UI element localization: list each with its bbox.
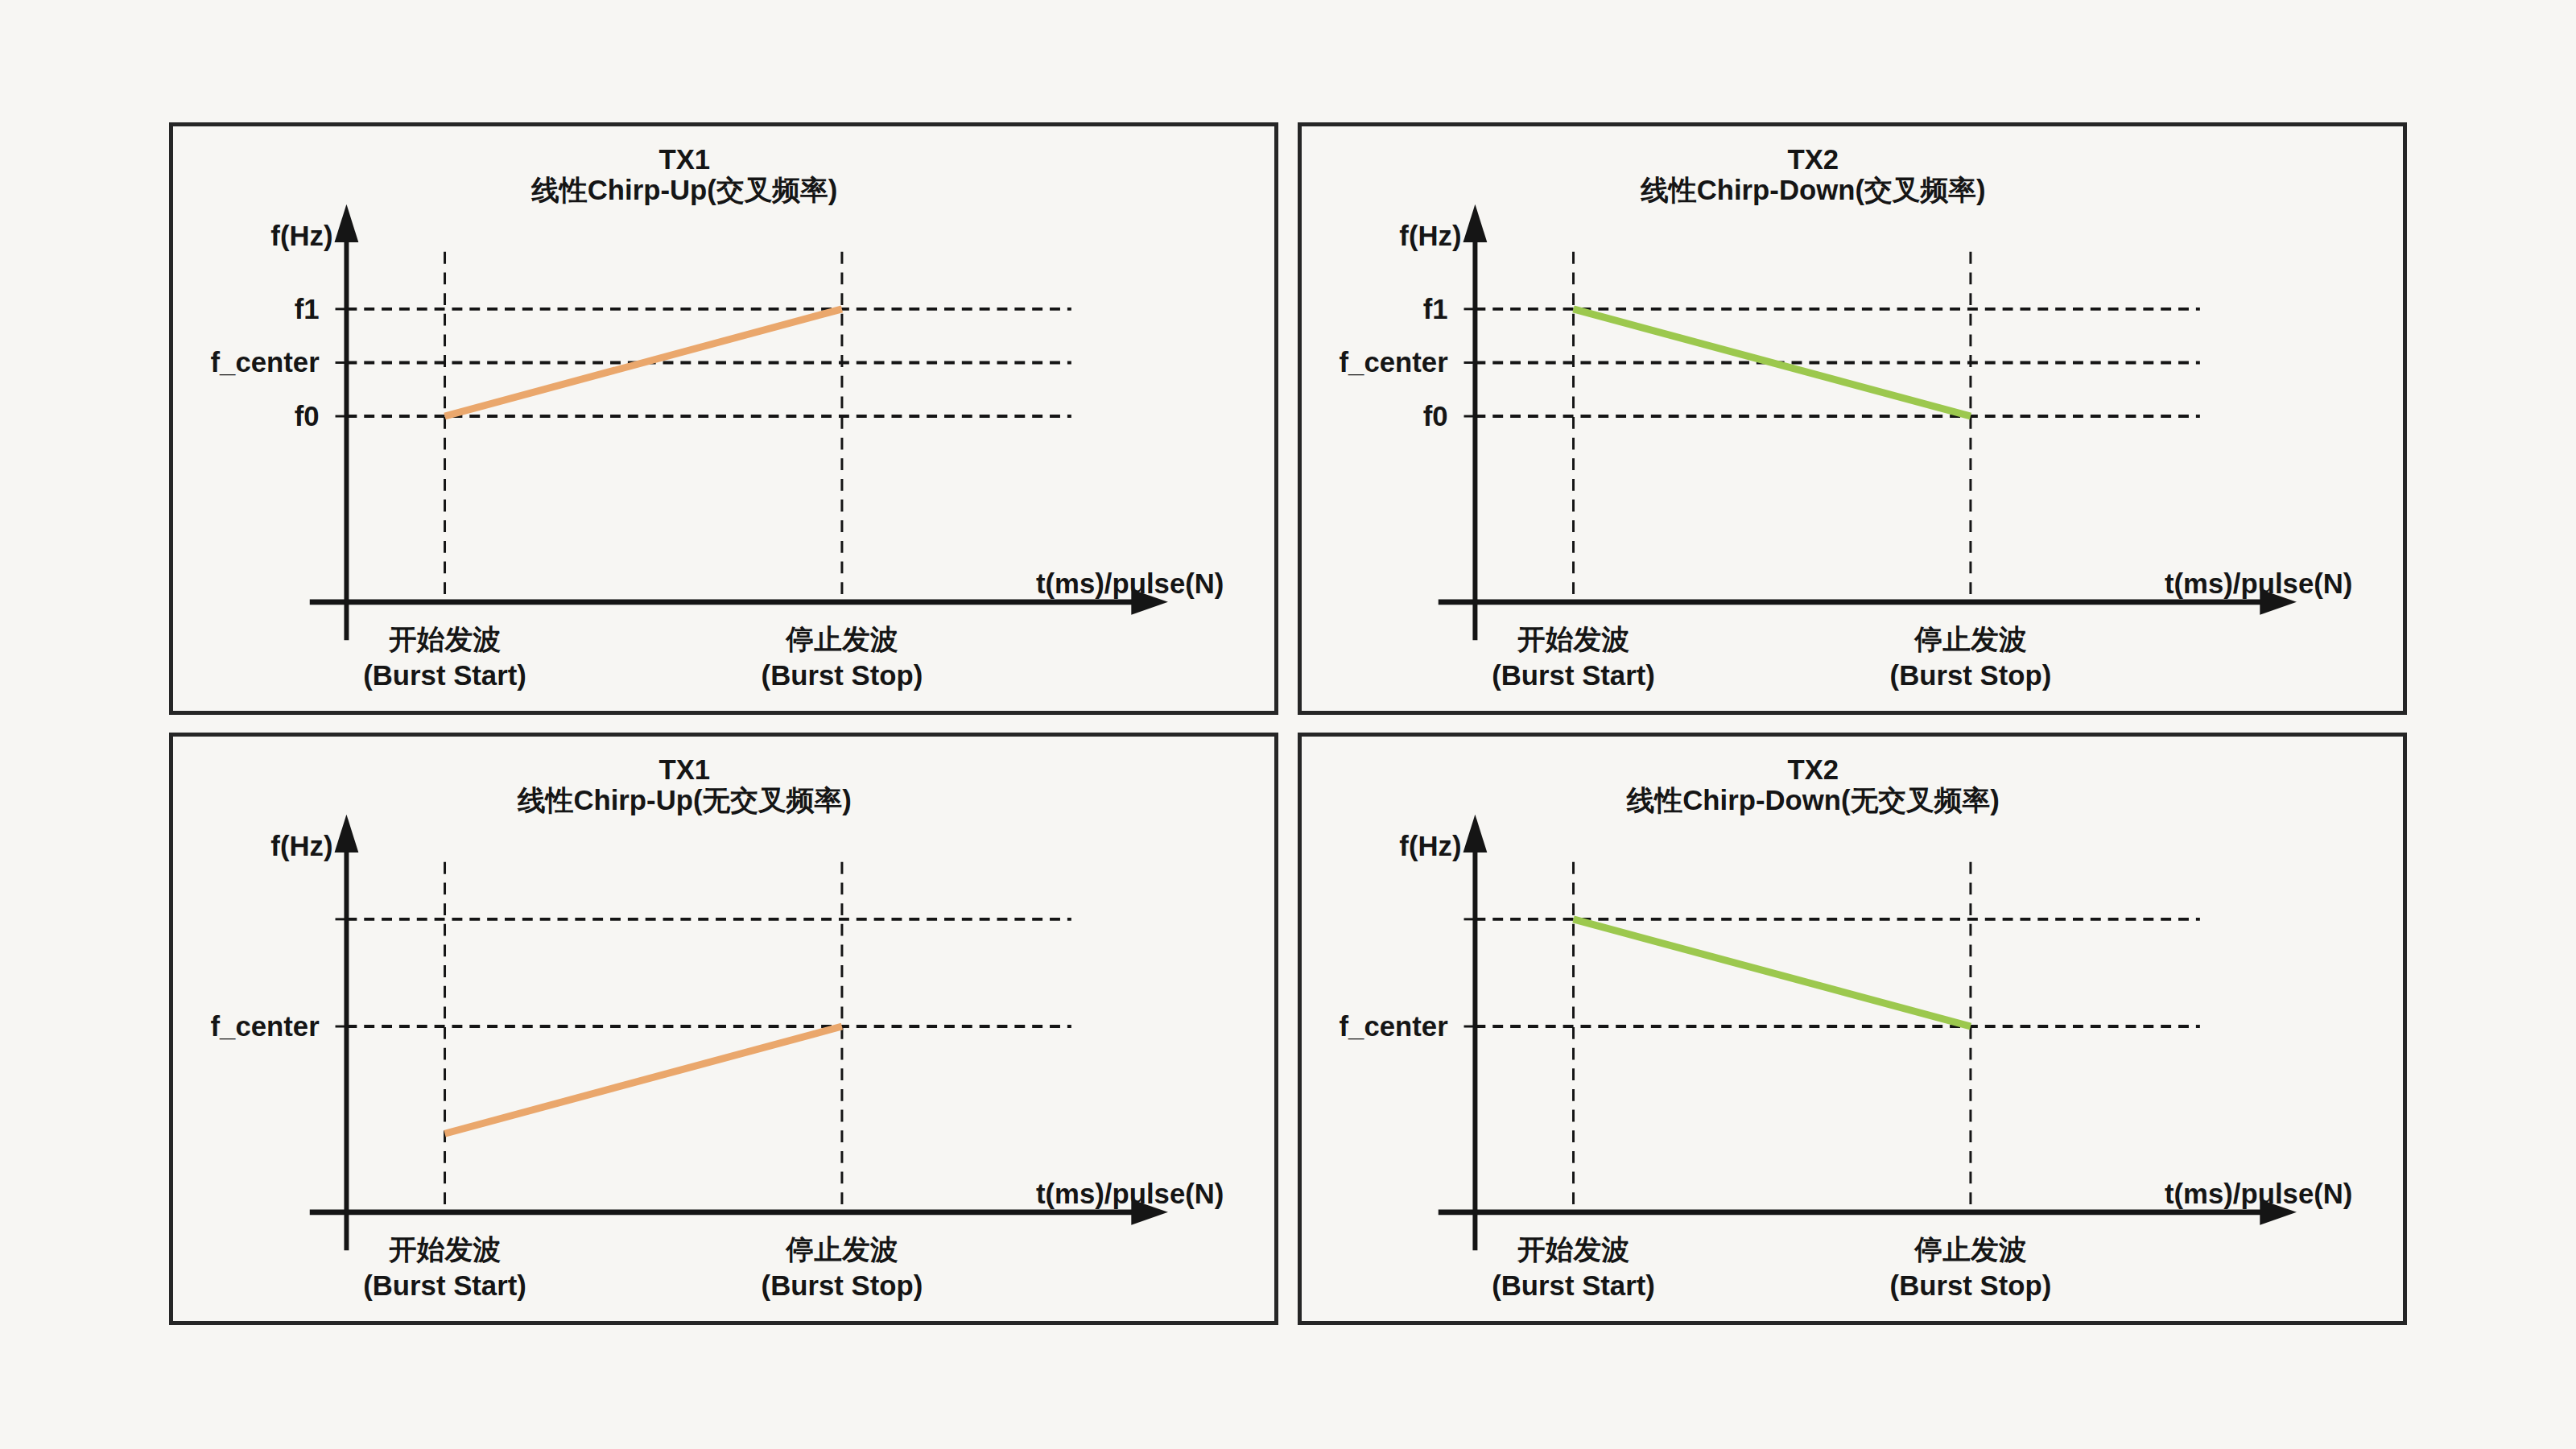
chirp-plot: TX2 线性Chirp-Down(无交叉频率) f(Hz) t(ms)/puls… [1302,737,2403,1321]
panel-title: TX2 [1787,144,1839,175]
burst-stop-label-en: (Burst Stop) [762,661,923,691]
y-axis-arrowhead [1463,204,1488,242]
panel-title: TX1 [658,754,710,785]
y-tick-label-f1: f1 [295,294,320,324]
y-tick-label-f1: f1 [1423,294,1448,324]
chirp-plot: TX1 线性Chirp-Up(无交叉频率) f(Hz) t(ms)/pulse(… [173,737,1274,1321]
burst-start-label-cn: 开始发波 [1517,624,1629,654]
y-axis-arrowhead [335,204,359,242]
burst-start-label-cn: 开始发波 [1517,1234,1629,1265]
burst-start-label-cn: 开始发波 [388,624,501,654]
y-axis-label: f(Hz) [270,831,332,861]
chirp-plot: TX2 线性Chirp-Down(交叉频率) f(Hz) t(ms)/pulse… [1302,126,2403,711]
figure-canvas: TX1 线性Chirp-Up(交叉频率) f(Hz) t(ms)/pulse(N… [0,0,2576,1449]
panel-subtitle: 线性Chirp-Down(无交叉频率) [1626,785,2000,815]
gridlines [336,252,1071,602]
burst-stop-label-en: (Burst Stop) [1890,1271,2052,1302]
panel-tx1-chirp-up-noncrossed: TX1 线性Chirp-Up(无交叉频率) f(Hz) t(ms)/pulse(… [169,733,1278,1325]
y-tick-label-fcenter: f_center [1340,347,1448,378]
chirp-line [445,309,842,416]
y-tick-label-fcenter: f_center [211,347,320,378]
burst-stop-label-cn: 停止发波 [1913,1234,2026,1265]
panel-subtitle: 线性Chirp-Up(无交叉频率) [517,785,852,815]
chirp-line [1574,919,1971,1026]
panel-title: TX2 [1787,754,1839,785]
y-tick-label-fcenter: f_center [1340,1011,1448,1042]
y-axis-arrowhead [1463,815,1488,852]
burst-stop-label-cn: 停止发波 [784,1234,898,1265]
panel-subtitle: 线性Chirp-Down(交叉频率) [1640,175,1985,205]
y-axis-label: f(Hz) [1399,831,1461,861]
burst-stop-label-en: (Burst Stop) [1890,661,2052,691]
chirp-plot: TX1 线性Chirp-Up(交叉频率) f(Hz) t(ms)/pulse(N… [173,126,1274,711]
y-tick-label-f0: f0 [295,401,320,431]
burst-stop-label-en: (Burst Stop) [762,1271,923,1302]
panel-tx2-chirp-down-crossed: TX2 线性Chirp-Down(交叉频率) f(Hz) t(ms)/pulse… [1298,122,2407,715]
panel-title: TX1 [658,144,710,175]
burst-start-label-en: (Burst Start) [1492,1271,1655,1302]
x-axis-label: t(ms)/pulse(N) [2165,1179,2353,1209]
y-axis-label: f(Hz) [1399,221,1461,251]
y-axis-label: f(Hz) [270,221,332,251]
gridlines [1464,252,2200,602]
gridlines [336,862,1071,1212]
y-tick-label-fcenter: f_center [211,1011,320,1042]
y-tick-label-f0: f0 [1423,401,1448,431]
chirp-line [1574,309,1971,416]
panel-tx2-chirp-down-noncrossed: TX2 线性Chirp-Down(无交叉频率) f(Hz) t(ms)/puls… [1298,733,2407,1325]
x-axis-label: t(ms)/pulse(N) [1036,1179,1224,1209]
y-axis-arrowhead [335,815,359,852]
x-axis-label: t(ms)/pulse(N) [1036,568,1224,599]
x-axis-label: t(ms)/pulse(N) [2165,568,2353,599]
burst-start-label-en: (Burst Start) [1492,661,1655,691]
gridlines [1464,862,2200,1212]
panel-subtitle: 线性Chirp-Up(交叉频率) [530,175,837,205]
burst-stop-label-cn: 停止发波 [784,624,898,654]
chirp-line [445,1026,842,1133]
burst-start-label-cn: 开始发波 [388,1234,501,1265]
burst-start-label-en: (Burst Start) [363,1271,526,1302]
panel-tx1-chirp-up-crossed: TX1 线性Chirp-Up(交叉频率) f(Hz) t(ms)/pulse(N… [169,122,1278,715]
burst-stop-label-cn: 停止发波 [1913,624,2026,654]
burst-start-label-en: (Burst Start) [363,661,526,691]
